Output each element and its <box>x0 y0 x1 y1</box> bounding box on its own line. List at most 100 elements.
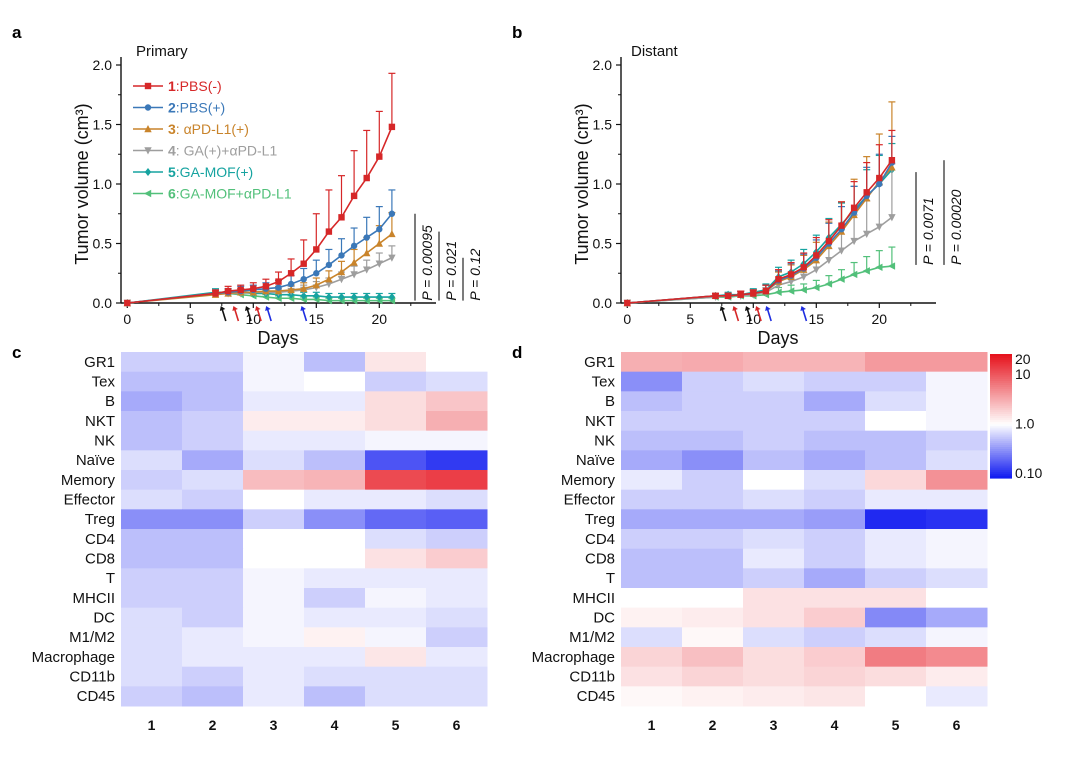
heatmap-cell <box>426 607 488 628</box>
row-label: M1/M2 <box>69 629 115 646</box>
arrow-head <box>755 306 761 311</box>
heatmap-cell <box>121 509 183 530</box>
heatmap-cell <box>426 489 488 510</box>
data-point <box>838 222 845 229</box>
heatmap-cell <box>182 627 244 648</box>
heatmap-cell <box>426 588 488 609</box>
treatment-arrow <box>732 306 740 322</box>
treatment-arrow <box>800 306 808 322</box>
heatmap-cell <box>682 391 744 412</box>
data-point <box>876 174 883 182</box>
heatmap-cell <box>304 371 366 392</box>
data-point <box>774 288 782 296</box>
heatmap-cell <box>621 391 683 412</box>
colorbar-segment <box>990 368 1012 372</box>
series-line <box>627 159 893 304</box>
data-point <box>363 249 371 257</box>
row-label: Effector <box>64 492 115 509</box>
row-label: NK <box>594 433 615 450</box>
heatmap-cell <box>865 686 927 707</box>
y-tick-label: 2.0 <box>93 57 113 73</box>
heatmap-cell <box>243 647 305 668</box>
heatmap-cell <box>926 647 988 668</box>
heatmap-cell <box>182 470 244 491</box>
row-label: GR1 <box>584 354 615 371</box>
heatmap-cell <box>182 411 244 432</box>
heatmap-cell <box>743 391 805 412</box>
heatmap-cell <box>243 686 305 707</box>
data-point <box>144 189 152 198</box>
panel-letter-d: d <box>512 343 522 362</box>
colorbar-segment <box>990 469 1012 473</box>
heatmap-cell <box>804 391 866 412</box>
heatmap-cell <box>865 391 927 412</box>
colorbar-segment <box>990 420 1012 423</box>
colorbar-segment <box>990 447 1012 450</box>
heatmap-cell <box>304 430 366 451</box>
heatmap-cell <box>926 450 988 471</box>
colorbar-segment <box>990 457 1012 460</box>
series-4 <box>623 163 896 307</box>
data-point <box>787 287 795 295</box>
heatmap-cell <box>243 588 305 609</box>
series-line <box>127 233 393 304</box>
heatmap-cell <box>426 686 488 707</box>
row-label: Tex <box>92 374 116 391</box>
arrow-head <box>232 306 238 311</box>
heatmap-cell <box>121 352 183 373</box>
data-point <box>850 270 858 279</box>
heatmap-cell <box>621 489 683 510</box>
data-point <box>212 290 219 297</box>
data-point <box>363 234 370 241</box>
data-point <box>888 214 896 222</box>
data-point <box>350 258 358 266</box>
legend-label: 3: αPD-L1(+) <box>168 121 249 137</box>
data-point <box>799 286 807 294</box>
legend-label: 1:PBS(-) <box>168 78 222 94</box>
data-point <box>376 226 383 233</box>
heatmap-cell <box>243 371 305 392</box>
heatmap-cell <box>804 430 866 451</box>
heatmap-cell <box>243 489 305 510</box>
colorbar-tick-label: 10 <box>1015 366 1031 382</box>
series-line <box>627 169 893 304</box>
heatmap-cell <box>121 568 183 589</box>
heatmap-cell <box>926 470 988 491</box>
heatmap-cell <box>243 568 305 589</box>
colorbar-segment <box>990 467 1012 471</box>
treatment-arrow <box>300 306 308 322</box>
data-point <box>144 147 152 155</box>
data-point <box>787 271 795 278</box>
data-point <box>800 273 808 281</box>
colorbar-segment <box>990 380 1012 384</box>
data-point <box>888 163 896 171</box>
heatmap-cell <box>426 627 488 648</box>
pvalue-bracket: P = 0.00095 <box>414 213 435 301</box>
colorbar-segment <box>990 397 1012 401</box>
row-label: CD8 <box>85 551 115 568</box>
heatmap-cell <box>682 647 744 668</box>
legend-label: 2:PBS(+) <box>168 100 225 116</box>
heatmap-cell <box>804 411 866 432</box>
heatmap-cell <box>926 588 988 609</box>
heatmap-cell <box>621 450 683 471</box>
series-1 <box>624 129 896 307</box>
data-point <box>388 293 396 302</box>
heatmap-cell <box>426 391 488 412</box>
row-label: MHCII <box>73 590 116 607</box>
pvalue-label: P = 0.021 <box>443 241 459 301</box>
data-point <box>376 153 383 160</box>
heatmap-cell <box>182 686 244 707</box>
heatmap-cell <box>365 411 427 432</box>
row-label: CD11b <box>569 669 615 686</box>
heatmap-cell <box>682 548 744 569</box>
data-point <box>313 270 320 277</box>
colorbar-segment <box>990 366 1012 370</box>
x-tick-label: 15 <box>809 311 825 327</box>
heatmap-cell <box>743 627 805 648</box>
row-label: M1/M2 <box>569 629 615 646</box>
heatmap-cell <box>621 686 683 707</box>
colorbar-tick-label: 1.0 <box>1015 415 1035 431</box>
heatmap-cell <box>621 430 683 451</box>
data-point <box>144 168 152 176</box>
